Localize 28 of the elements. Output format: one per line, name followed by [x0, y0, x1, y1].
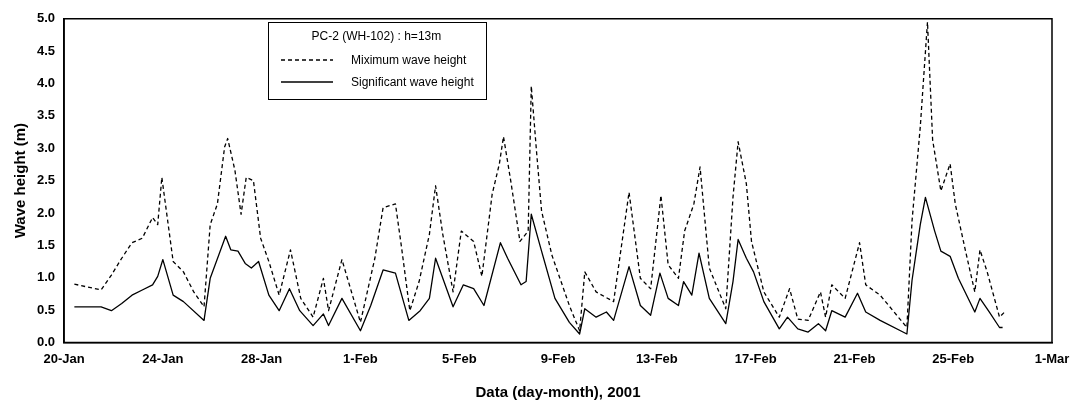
x-tick-label: 20-Jan — [43, 350, 85, 366]
y-tick-label: 3.0 — [36, 139, 56, 155]
y-tick-label: 4.5 — [36, 42, 56, 58]
y-tick-label: 0.5 — [36, 301, 56, 317]
x-tick-label: 1-Mar — [1034, 350, 1070, 366]
x-tick-label: 25-Feb — [932, 350, 975, 366]
x-tick-label: 9-Feb — [540, 350, 576, 366]
y-tick-label: 5.0 — [36, 10, 56, 26]
x-tick-label: 13-Feb — [635, 350, 678, 366]
y-tick-label: 3.5 — [36, 107, 56, 123]
y-tick-label: 0.0 — [36, 333, 56, 349]
x-tick-label: 28-Jan — [241, 350, 283, 366]
y-axis-title: Wave height (m) — [11, 122, 29, 239]
legend-label: Significant wave height — [351, 75, 474, 89]
x-tick-label: 17-Feb — [734, 350, 777, 366]
y-tick-label: 2.5 — [36, 172, 56, 188]
y-tick-label: 4.0 — [36, 75, 56, 91]
y-tick-label: 2.0 — [36, 204, 56, 220]
x-axis-title: Data (day-month), 2001 — [475, 383, 641, 401]
x-tick-label: 24-Jan — [142, 350, 184, 366]
legend-label: Miximum wave height — [351, 53, 467, 67]
x-tick-label: 5-Feb — [441, 350, 477, 366]
y-tick-label: 1.5 — [36, 236, 56, 252]
y-tick-label: 1.0 — [36, 269, 56, 285]
legend-title: PC-2 (WH-102) : h=13m — [310, 29, 443, 43]
x-tick-label: 21-Feb — [833, 350, 876, 366]
line-series — [73, 21, 1006, 332]
x-tick-label: 1-Feb — [343, 350, 378, 366]
